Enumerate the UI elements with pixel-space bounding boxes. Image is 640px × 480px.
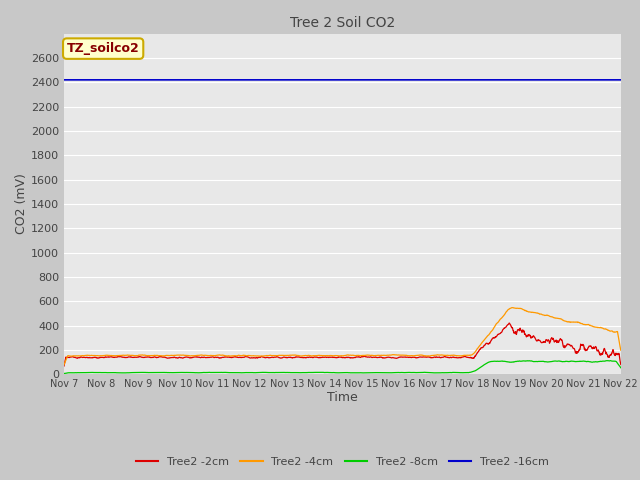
Tree2 -8cm (607, 358, 614, 363)
Tree2 -4cm (308, 353, 316, 359)
Text: TZ_soilco2: TZ_soilco2 (67, 42, 140, 55)
Tree2 -8cm (126, 370, 134, 375)
Tree2 -4cm (617, 348, 625, 353)
Tree2 -4cm (296, 353, 304, 359)
Tree2 -8cm (318, 370, 326, 375)
Tree2 -16cm (103, 77, 111, 83)
Tree2 -8cm (617, 365, 625, 371)
Tree2 -4cm (377, 352, 385, 358)
Tree2 -2cm (617, 361, 625, 367)
Tree2 -2cm (296, 355, 304, 360)
Tree2 -16cm (318, 77, 326, 83)
Tree2 -16cm (296, 77, 304, 83)
Tree2 -16cm (617, 77, 625, 83)
Tree2 -4cm (318, 353, 326, 359)
Tree2 -16cm (126, 77, 134, 83)
Line: Tree2 -8cm: Tree2 -8cm (64, 360, 621, 373)
Tree2 -16cm (308, 77, 316, 83)
Tree2 -4cm (508, 305, 516, 311)
Tree2 -4cm (60, 362, 68, 368)
Tree2 -2cm (318, 355, 326, 360)
Tree2 -16cm (377, 77, 385, 83)
Tree2 -8cm (60, 371, 68, 376)
Y-axis label: CO2 (mV): CO2 (mV) (15, 174, 28, 234)
Tree2 -2cm (103, 354, 111, 360)
Tree2 -16cm (60, 77, 68, 83)
Tree2 -2cm (60, 363, 68, 369)
Tree2 -2cm (506, 320, 513, 326)
X-axis label: Time: Time (327, 391, 358, 404)
Tree2 -8cm (377, 370, 385, 375)
Line: Tree2 -4cm: Tree2 -4cm (64, 308, 621, 365)
Line: Tree2 -2cm: Tree2 -2cm (64, 323, 621, 366)
Title: Tree 2 Soil CO2: Tree 2 Soil CO2 (290, 16, 395, 30)
Legend: Tree2 -2cm, Tree2 -4cm, Tree2 -8cm, Tree2 -16cm: Tree2 -2cm, Tree2 -4cm, Tree2 -8cm, Tree… (132, 452, 553, 471)
Tree2 -8cm (296, 370, 304, 375)
Tree2 -4cm (126, 352, 134, 358)
Tree2 -2cm (308, 354, 316, 360)
Tree2 -2cm (377, 354, 385, 360)
Tree2 -8cm (103, 370, 111, 375)
Tree2 -2cm (126, 354, 134, 360)
Tree2 -4cm (103, 352, 111, 358)
Tree2 -8cm (308, 370, 316, 375)
